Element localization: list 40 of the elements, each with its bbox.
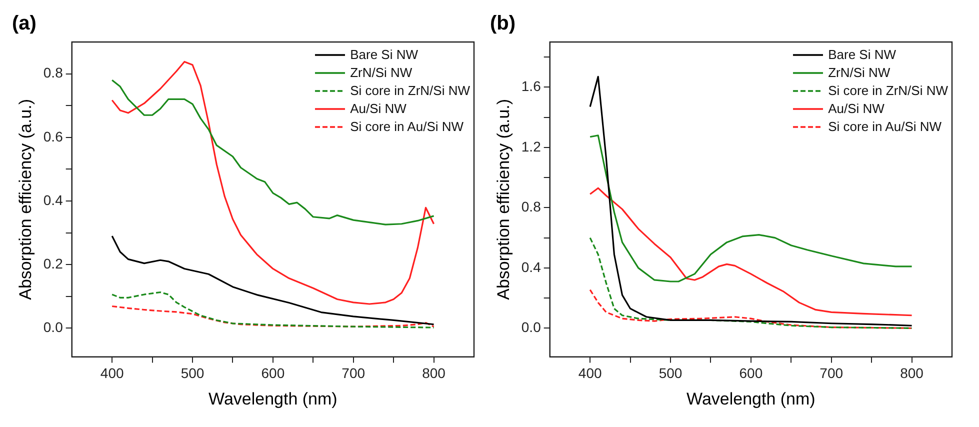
y-tick-label: 0.6 — [43, 128, 64, 144]
legend-label: Si core in Au/Si NW — [350, 118, 464, 136]
legend-label: Au/Si NW — [350, 100, 406, 118]
x-tick-label: 600 — [739, 365, 763, 382]
y-tick-label: 0.0 — [43, 319, 64, 336]
line-series — [589, 237, 913, 329]
line-series — [111, 305, 435, 328]
line-series — [111, 291, 435, 328]
chart-title: (b) — [490, 12, 516, 35]
y-tick-label: 0.8 — [521, 198, 542, 215]
line-series — [589, 288, 913, 329]
legend-label: Si core in ZrN/Si NW — [828, 82, 948, 100]
x-tick-label: 800 — [900, 365, 924, 382]
x-tick-label: 400 — [578, 365, 602, 382]
x-tick-label: 700 — [820, 365, 844, 382]
y-axis-title: Absorption efficiency (a.u.) — [16, 98, 35, 300]
y-tick-label: 0.4 — [521, 258, 542, 275]
y-axis-title: Absorption efficiency (a.u.) — [494, 98, 513, 300]
x-tick-label: 500 — [180, 365, 204, 382]
x-axis-title: Wavelength (nm) — [686, 389, 816, 408]
legend-label: ZrN/Si NW — [828, 64, 890, 82]
x-tick-label: 600 — [261, 365, 285, 382]
chart-title: (a) — [12, 12, 36, 35]
y-tick-label: 1.6 — [521, 78, 542, 94]
legend-label: Bare Si NW — [350, 46, 418, 64]
legend-label: Si core in Au/Si NW — [828, 118, 942, 136]
x-tick-label: 500 — [658, 365, 682, 382]
x-axis-title: Wavelength (nm) — [208, 389, 338, 408]
legend-label: ZrN/Si NW — [350, 64, 412, 82]
legend-label: Bare Si NW — [828, 46, 896, 64]
x-tick-label: 800 — [422, 365, 446, 382]
y-tick-label: 0.2 — [43, 255, 64, 272]
y-tick-label: 0.4 — [43, 192, 64, 208]
y-tick-label: 1.2 — [521, 138, 542, 154]
y-tick-label: 0.0 — [521, 319, 542, 336]
y-tick-label: 0.8 — [43, 64, 64, 81]
x-tick-label: 400 — [100, 365, 124, 382]
x-tick-label: 700 — [342, 365, 366, 382]
legend-label: Si core in ZrN/Si NW — [350, 82, 470, 100]
legend-label: Au/Si NW — [828, 100, 884, 118]
